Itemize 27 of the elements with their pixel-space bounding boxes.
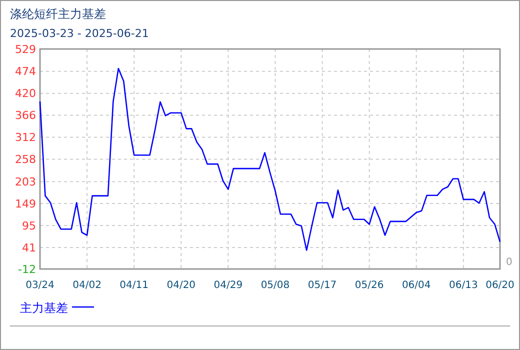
- x-tick-label: 04/11: [120, 280, 149, 291]
- x-tick-label: 05/08: [260, 280, 290, 291]
- x-tick-label: 05/17: [308, 280, 337, 291]
- y-tick-label: 312: [15, 131, 36, 144]
- text: 0: [506, 257, 512, 268]
- chart-title: 涤纶短纤主力基差: [10, 7, 106, 21]
- y-tick-label: 420: [15, 87, 36, 100]
- x-tick-label: 04/29: [214, 280, 243, 291]
- y-tick-label: 149: [15, 197, 36, 210]
- y-tick-label: 366: [15, 109, 36, 122]
- y-tick-label: 95: [22, 219, 36, 232]
- y-tick-label: 41: [22, 241, 36, 254]
- y-tick-label: 474: [15, 65, 36, 78]
- line-series: [39, 68, 501, 251]
- chart-subtitle: 2025-03-23 - 2025-06-21: [10, 27, 149, 40]
- x-tick-label: 05/26: [354, 280, 384, 291]
- y-tick-label: 203: [15, 175, 36, 188]
- x-tick-label: 06/13: [448, 280, 478, 291]
- x-tick-label: 03/24: [26, 280, 54, 291]
- y-tick-label: 529: [15, 42, 36, 56]
- x-tick-label: 06/04: [402, 280, 431, 291]
- x-tick-label: 04/02: [72, 280, 102, 291]
- y-tick-label: -12: [18, 262, 36, 276]
- y-tick-label: 258: [15, 153, 36, 166]
- x-tick-label: 06/20: [486, 280, 514, 291]
- legend-label: 主力基差: [20, 301, 68, 315]
- x-tick-label: 04/20: [166, 280, 196, 291]
